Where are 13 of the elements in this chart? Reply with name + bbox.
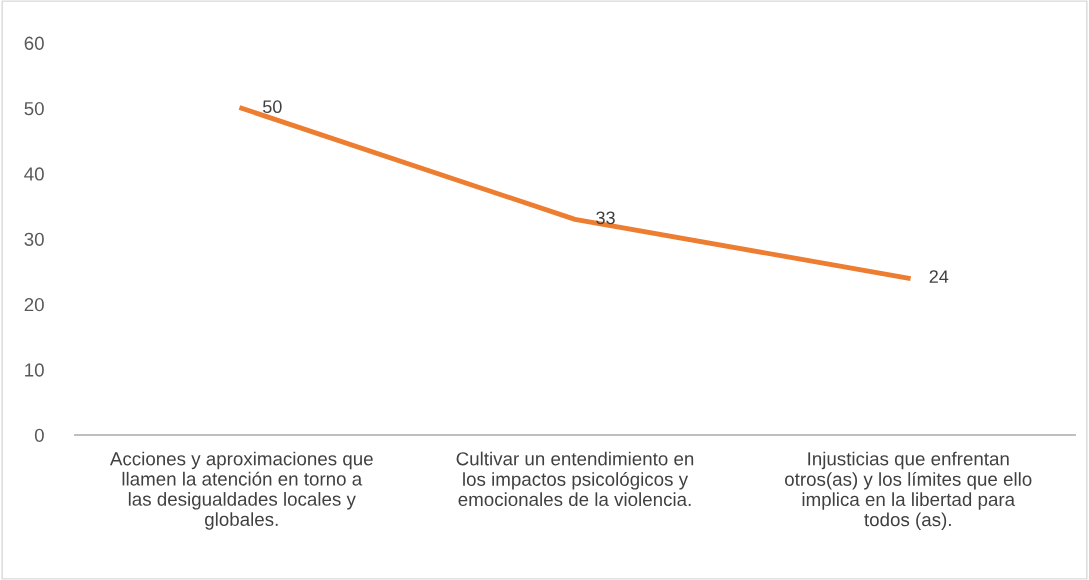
data-label: 50 — [263, 100, 282, 114]
y-tick-label: 60 — [24, 36, 44, 50]
x-tick-label: Acciones y aproximaciones que llamen la atención en torno a las desigualdades locales y globales. — [109, 451, 373, 530]
x-tick-label: Cultivar un entendimiento en los impactos psicológicos y emocionales de la violencia. — [456, 451, 694, 507]
data-label: 24 — [929, 270, 949, 283]
y-tick-label: 50 — [24, 101, 44, 116]
data-label: 33 — [596, 211, 615, 225]
y-tick-label: 20 — [24, 298, 44, 312]
y-tick-label: 30 — [24, 232, 44, 246]
y-tick-label: 40 — [24, 167, 44, 181]
y-tick-label: 0 — [34, 428, 44, 442]
x-tick-label: Injusticias que enfrentan otros(as) y los límites que ello implica en la libertad para todos (as). — [785, 451, 1032, 530]
y-tick-label: 10 — [25, 363, 44, 377]
